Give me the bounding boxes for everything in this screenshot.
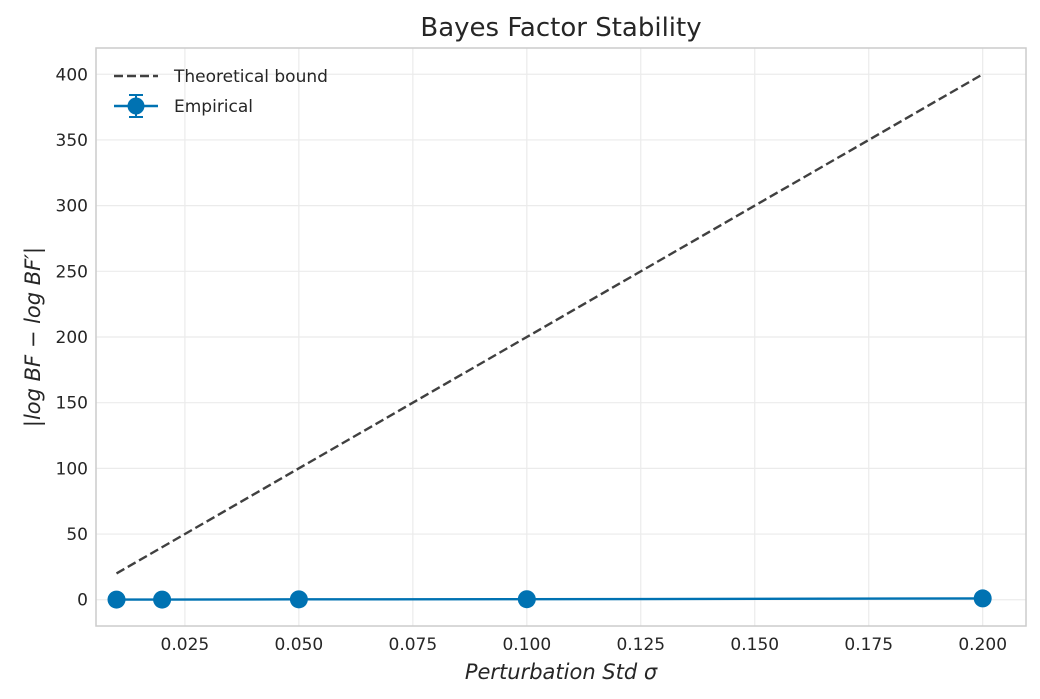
empirical-point <box>289 590 308 609</box>
x-tick-label: 0.150 <box>730 635 779 655</box>
x-axis-label: Perturbation Std σ <box>465 660 658 684</box>
y-tick-label: 300 <box>56 197 88 217</box>
theoretical-bound-line <box>115 73 984 575</box>
tick-labels: 0.025 0.050 0.075 0.100 0.125 0.150 0.175 0.200… <box>56 65 1007 655</box>
chart-title: Bayes Factor Stability <box>420 13 701 43</box>
y-tick-label: 50 <box>66 525 88 545</box>
series-layer <box>107 73 992 609</box>
y-tick-label: 100 <box>56 459 88 479</box>
y-tick-label: 250 <box>56 262 88 282</box>
x-tick-label: 0.075 <box>389 635 438 655</box>
x-tick-label: 0.100 <box>502 635 551 655</box>
y-tick-label: 400 <box>56 65 88 85</box>
empirical-line <box>116 597 983 601</box>
x-tick-label: 0.050 <box>275 635 324 655</box>
y-tick-label: 0 <box>77 591 88 611</box>
x-tick-label: 0.025 <box>161 635 210 655</box>
empirical-point <box>973 589 992 608</box>
grid <box>96 48 1026 626</box>
y-tick-label: 350 <box>56 131 88 151</box>
y-tick-label: 150 <box>56 394 88 414</box>
x-tick-label: 0.125 <box>616 635 665 655</box>
axes-frame <box>95 47 1027 627</box>
y-axis-label: |log BF − log BF′| <box>21 247 46 427</box>
legend-swatch-empirical-marker <box>127 97 145 115</box>
x-tick-label: 0.175 <box>844 635 893 655</box>
legend-label-empirical: Empirical <box>174 97 253 117</box>
empirical-point <box>107 590 126 609</box>
x-tick-label: 0.200 <box>958 635 1007 655</box>
y-tick-label: 200 <box>56 328 88 348</box>
empirical-point <box>153 590 172 609</box>
legend: Theoretical bound Empirical <box>114 67 328 118</box>
plot-border <box>95 47 1027 627</box>
empirical-point <box>517 590 536 609</box>
legend-label-theoretical-bound: Theoretical bound <box>173 67 328 87</box>
